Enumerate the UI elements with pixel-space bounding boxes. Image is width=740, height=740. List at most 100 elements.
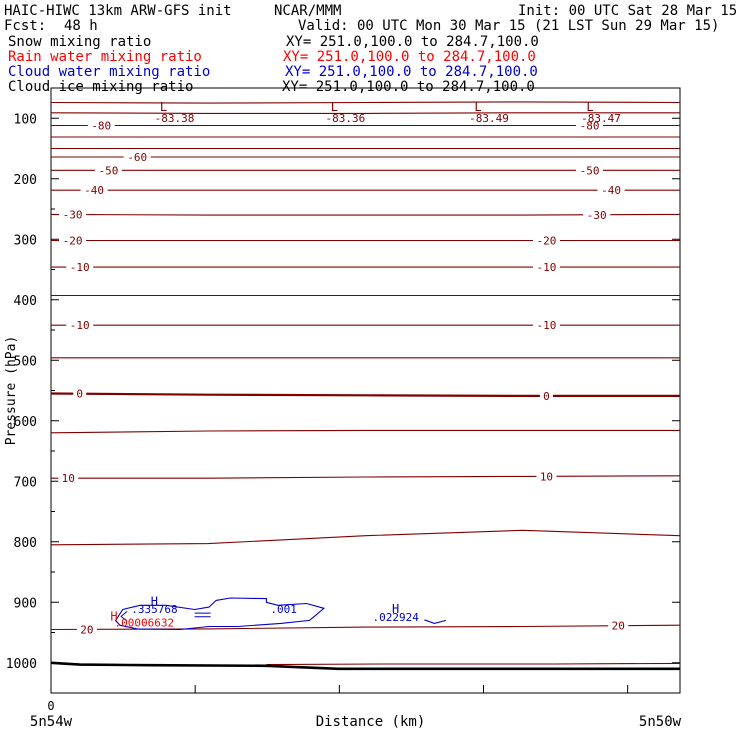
temperature-contour-label: -10 bbox=[70, 261, 90, 274]
contour-label-bg bbox=[576, 119, 604, 132]
temperature-contour-label: 10 bbox=[540, 470, 553, 483]
temperature-contour-label: -80 bbox=[580, 120, 600, 133]
y-tick-label: 800 bbox=[14, 536, 37, 551]
temperature-contour-label: 0 bbox=[543, 390, 550, 403]
cloud-water-contour bbox=[424, 619, 447, 624]
x-tick-label: 0 bbox=[47, 699, 54, 713]
center-name: NCAR/MMM bbox=[274, 3, 342, 19]
cloud-ice-field-xy: XY= 251.0,100.0 to 284.7,100.0 bbox=[282, 79, 535, 95]
contour-label-bg bbox=[76, 623, 97, 636]
temperature-contour bbox=[50, 529, 681, 546]
contour-label-bg bbox=[597, 184, 625, 197]
cloud-water-field-xy: XY= 251.0,100.0 to 284.7,100.0 bbox=[285, 64, 538, 80]
temperature-contour bbox=[50, 392, 680, 397]
temperature-contour-label: -80 bbox=[91, 120, 111, 133]
x-right-label: 5n50w bbox=[639, 714, 682, 730]
y-tick-label: 700 bbox=[14, 475, 37, 490]
y-tick-label: 200 bbox=[14, 173, 37, 188]
temperature-contour-label: -40 bbox=[601, 184, 621, 197]
rain-maximum-value: .00006632 bbox=[115, 616, 175, 629]
contour-label-bg bbox=[66, 261, 94, 274]
cloud-water-contour-label: .001 bbox=[270, 603, 297, 616]
temperature-contour-label: 20 bbox=[80, 623, 93, 636]
terrain-surface-line bbox=[50, 661, 680, 671]
cloud-water-contour bbox=[120, 610, 128, 622]
temperature-contour bbox=[50, 213, 681, 216]
contour-label-bg bbox=[73, 387, 87, 400]
temperature-contour-label: -60 bbox=[127, 151, 147, 164]
forecast-hour: 48 h bbox=[64, 18, 98, 34]
contour-label-bg bbox=[532, 319, 560, 332]
minimum-value: -83.38 bbox=[155, 112, 195, 125]
temperature-contour-label: -10 bbox=[537, 319, 557, 332]
contour-label-bg bbox=[80, 184, 108, 197]
temperature-contour-label: -30 bbox=[587, 209, 607, 222]
init-time: Init: 00 UTC Sat 28 Mar 15 bbox=[518, 3, 738, 19]
contour-label-bg bbox=[59, 234, 87, 247]
contour-label-bg bbox=[58, 472, 79, 485]
temperature-contour bbox=[51, 475, 681, 479]
temperature-contour bbox=[50, 101, 681, 104]
contour-label-bg bbox=[576, 164, 604, 177]
contour-label-bg bbox=[59, 208, 87, 221]
temperature-contour-label: -10 bbox=[70, 319, 90, 332]
snow-field-name: Snow mixing ratio bbox=[8, 34, 152, 50]
y-tick-label: 1000 bbox=[6, 657, 37, 672]
temperature-contour-label: -10 bbox=[537, 261, 557, 274]
contour-label-bg bbox=[539, 389, 553, 402]
temperature-contour-label: -50 bbox=[580, 164, 600, 177]
x-left-label: 5n54w bbox=[30, 714, 73, 730]
x-axis-title: Distance (km) bbox=[316, 714, 426, 730]
contour-label-bg bbox=[532, 234, 560, 247]
minimum-marker: L bbox=[331, 100, 338, 114]
minimum-value: -83.36 bbox=[326, 112, 366, 125]
temperature-contour-label: -20 bbox=[63, 234, 83, 247]
cloud-ice-field-name: Cloud ice mixing ratio bbox=[8, 79, 194, 95]
temperature-contour-label: 10 bbox=[62, 472, 75, 485]
y-tick-label: 900 bbox=[14, 596, 37, 611]
cloud-water-contour bbox=[114, 597, 326, 631]
y-tick-label: 400 bbox=[14, 294, 37, 309]
contour-label-bg bbox=[66, 319, 94, 332]
temperature-contour-label: 0 bbox=[76, 388, 83, 401]
y-tick-label: 500 bbox=[14, 354, 37, 369]
minimum-marker: L bbox=[474, 100, 481, 114]
cloud-water-contour bbox=[194, 612, 211, 618]
maximum-value: .022924 bbox=[372, 611, 419, 624]
y-tick-label: 300 bbox=[14, 233, 37, 248]
forecast-label: Fcst: bbox=[4, 18, 47, 34]
contour-label-bg bbox=[532, 261, 560, 274]
contour-label-bg bbox=[123, 150, 151, 163]
y-tick-label: 100 bbox=[14, 112, 37, 127]
maximum-value: .335768 bbox=[131, 603, 177, 616]
contour-label-bg bbox=[94, 164, 122, 177]
cloud-water-field-name: Cloud water mixing ratio bbox=[8, 64, 211, 80]
contour-label-bg bbox=[608, 619, 629, 632]
temperature-contour-label: 20 bbox=[612, 620, 625, 633]
temperature-contour bbox=[50, 112, 680, 114]
temperature-contour-label: -20 bbox=[537, 234, 557, 247]
temperature-contour-label: -50 bbox=[99, 164, 119, 177]
temperature-contour-label: -30 bbox=[63, 209, 83, 222]
rain-field-name: Rain water mixing ratio bbox=[8, 49, 202, 65]
rain-maximum-marker: H bbox=[110, 609, 117, 623]
maximum-marker: H bbox=[392, 602, 399, 616]
temperature-contour bbox=[50, 429, 680, 434]
minimum-value: -83.49 bbox=[469, 112, 509, 125]
contour-label-bg bbox=[536, 470, 557, 483]
contour-label-bg bbox=[87, 119, 115, 132]
model-title: HAIC-HIWC 13km ARW-GFS init bbox=[4, 3, 232, 19]
y-tick-label: 600 bbox=[14, 415, 37, 430]
maximum-marker: H bbox=[151, 594, 158, 608]
contour-label-bg bbox=[583, 208, 611, 221]
minimum-marker: L bbox=[586, 100, 593, 114]
temperature-contour bbox=[266, 662, 681, 666]
snow-field-xy: XY= 251.0,100.0 to 284.7,100.0 bbox=[286, 34, 539, 50]
rain-field-xy: XY= 251.0,100.0 to 284.7,100.0 bbox=[283, 49, 536, 65]
minimum-value: -83.47 bbox=[581, 112, 621, 125]
y-axis-title: Pressure (hPa) bbox=[4, 336, 19, 446]
temperature-contour-label: -40 bbox=[84, 184, 104, 197]
valid-time: Valid: 00 UTC Mon 30 Mar 15 (21 LST Sun … bbox=[298, 18, 720, 34]
minimum-marker: L bbox=[160, 100, 167, 114]
